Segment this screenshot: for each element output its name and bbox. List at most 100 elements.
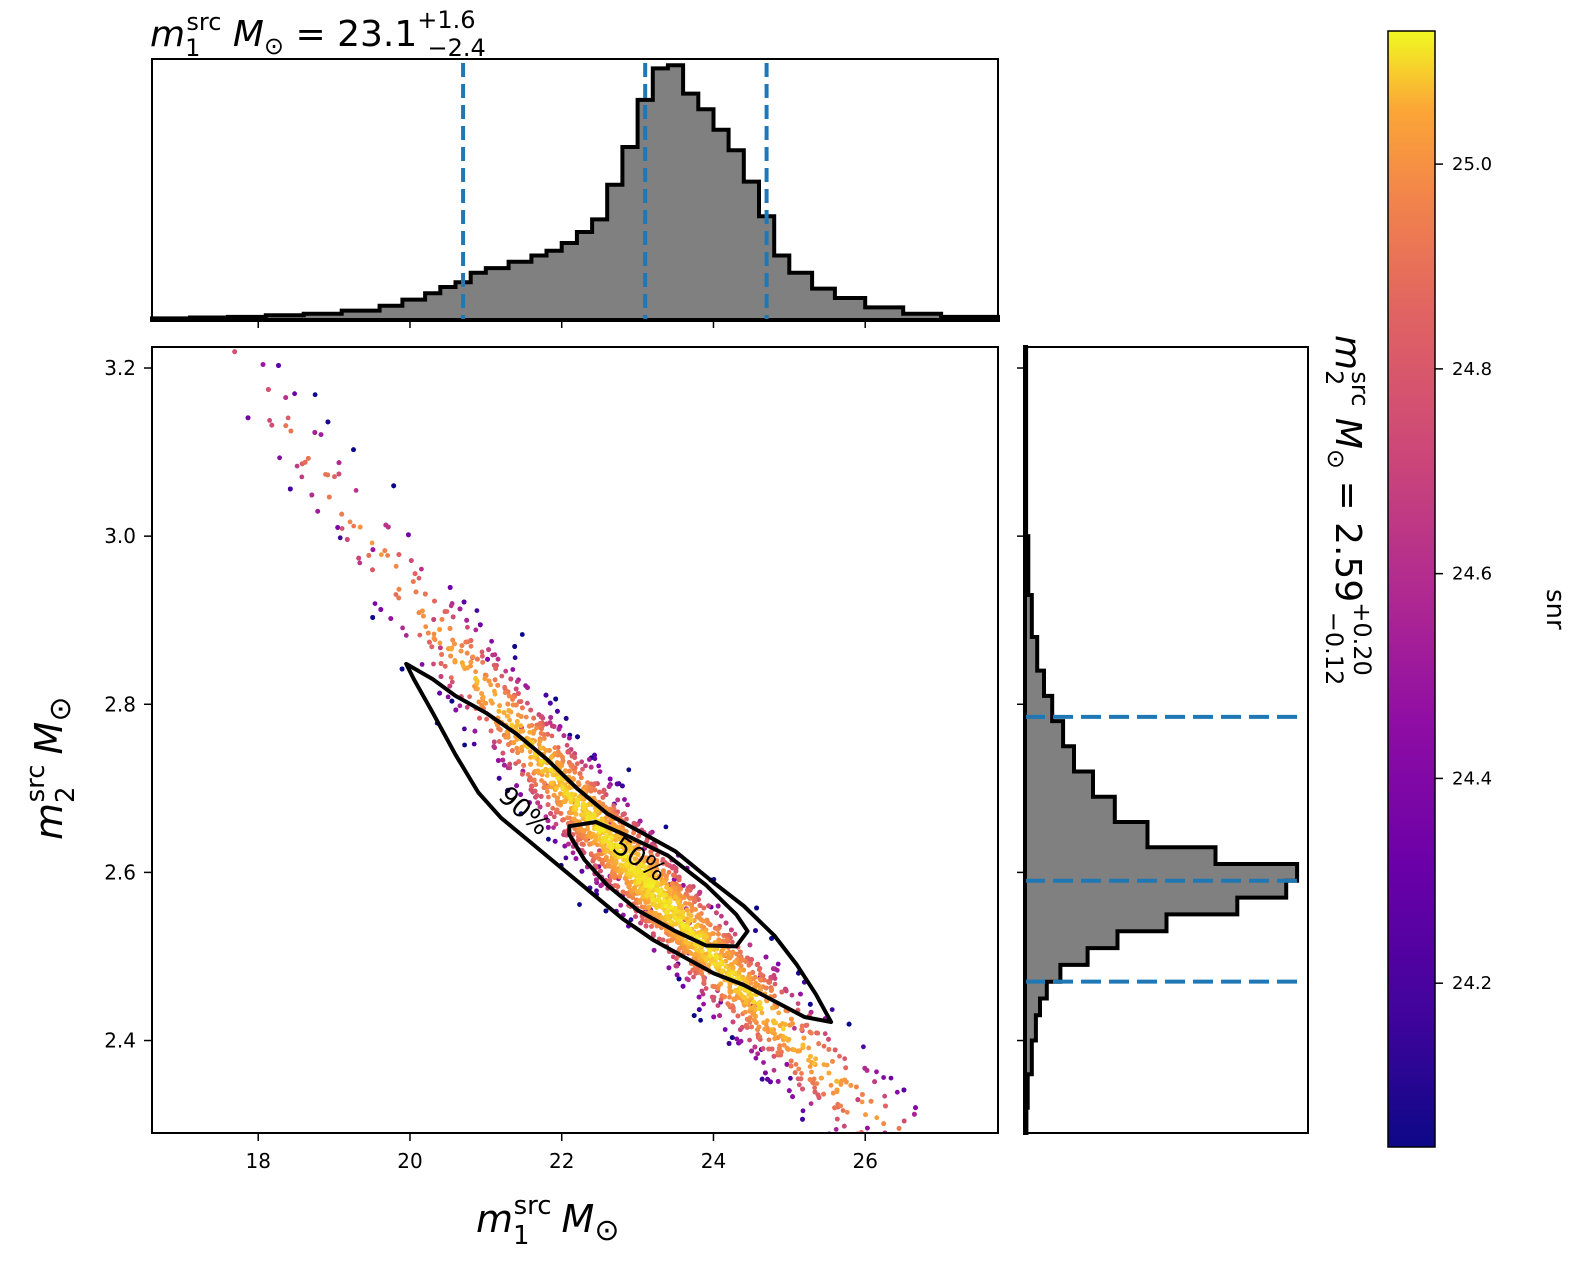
scatter-point (540, 769, 546, 774)
scatter-point (614, 824, 620, 830)
scatter-point (549, 780, 555, 786)
scatter-point (824, 1146, 829, 1151)
scatter-point (521, 763, 527, 768)
scatter-point (575, 800, 581, 806)
scatter-point (874, 1115, 880, 1121)
scatter-point (860, 1092, 865, 1097)
scatter-point (516, 691, 521, 696)
scatter-point (841, 1123, 847, 1129)
scatter-point (775, 961, 781, 967)
scatter-point (772, 1031, 777, 1037)
scatter-point (615, 797, 621, 803)
scatter-point (353, 488, 359, 493)
scatter-point (772, 981, 778, 987)
scatter-point (657, 936, 662, 942)
scatter-point (528, 707, 534, 713)
scatter-point (245, 415, 251, 421)
scatter-point (499, 673, 505, 679)
scatter-point (964, 1254, 969, 1259)
scatter-point (673, 894, 678, 900)
scatter-point (260, 362, 266, 367)
scatter-point (431, 661, 436, 667)
scatter-point (571, 816, 577, 822)
scatter-point (815, 1092, 821, 1098)
scatter-point (538, 730, 544, 736)
scatter-point (814, 1081, 820, 1086)
scatter-point (843, 1065, 849, 1071)
scatter-point (573, 856, 579, 861)
scatter-point (520, 728, 526, 734)
scatter-point (938, 1143, 943, 1148)
scatter-point (396, 595, 402, 601)
scatter-point (753, 1013, 758, 1019)
scatter-point (473, 669, 478, 675)
scatter-point (582, 784, 588, 790)
scatter-point (448, 603, 454, 609)
scatter-point (799, 1023, 805, 1029)
scatter-point (731, 1008, 736, 1014)
scatter-point (532, 777, 537, 783)
scatter-point (779, 989, 785, 995)
scatter-point (512, 655, 518, 661)
scatter-point (790, 1021, 795, 1026)
scatter-point (495, 656, 501, 662)
scatter-point (674, 963, 679, 968)
scatter-point (631, 830, 636, 836)
scatter-point (505, 713, 511, 719)
scatter-point (735, 975, 741, 980)
scatter-point (541, 736, 547, 741)
scatter-point (509, 748, 515, 754)
scatter-point (393, 592, 399, 597)
scatter-point (649, 924, 654, 929)
scatter-point (844, 1109, 850, 1115)
scatter-point (842, 1077, 848, 1083)
scatter-point (859, 1099, 865, 1105)
scatter-point (269, 422, 275, 428)
scatter-point (496, 775, 502, 781)
scatter-point (650, 931, 656, 937)
scatter-point (459, 643, 465, 648)
scatter-point (285, 415, 291, 421)
scatter-point (385, 553, 390, 558)
scatter-point (952, 1228, 957, 1233)
scatter-point (965, 1204, 970, 1209)
scatter-point (673, 868, 679, 874)
scatter-point (837, 1053, 842, 1059)
scatter-point (597, 789, 602, 795)
scatter-point (774, 967, 780, 973)
scatter-point (622, 811, 627, 817)
scatter-point (785, 1047, 791, 1052)
scatter-point (881, 1136, 886, 1141)
scatter-point (545, 731, 550, 737)
scatter-point (740, 957, 746, 963)
scatter-point (801, 1035, 807, 1041)
scatter-point (965, 1204, 970, 1209)
scatter-point (277, 455, 282, 461)
scatter-point (452, 659, 458, 665)
scatter-point (450, 637, 456, 643)
scatter-point (693, 924, 699, 929)
scatter-point (765, 1076, 770, 1082)
scatter-point (828, 1082, 834, 1088)
scatter-point (957, 1197, 962, 1202)
scatter-point (420, 608, 425, 614)
scatter-point (901, 1087, 907, 1093)
scatter-point (595, 842, 600, 848)
scatter-point (232, 349, 238, 355)
scatter-point (614, 781, 620, 787)
scatter-point (770, 1005, 775, 1011)
scatter-point (928, 1168, 933, 1173)
scatter-point (759, 1010, 765, 1016)
scatter-point (737, 991, 743, 996)
scatter-point (505, 733, 510, 739)
scatter-point (747, 1015, 753, 1021)
scatter-point (954, 1217, 959, 1222)
scatter-point (730, 1019, 736, 1025)
scatter-point (757, 1034, 763, 1040)
scatter-point (753, 1055, 759, 1061)
scatter-point (784, 1062, 790, 1067)
scatter-point (406, 532, 411, 538)
scatter-point (591, 782, 597, 788)
scatter-point (896, 1126, 902, 1131)
scatter-point (916, 1161, 921, 1166)
